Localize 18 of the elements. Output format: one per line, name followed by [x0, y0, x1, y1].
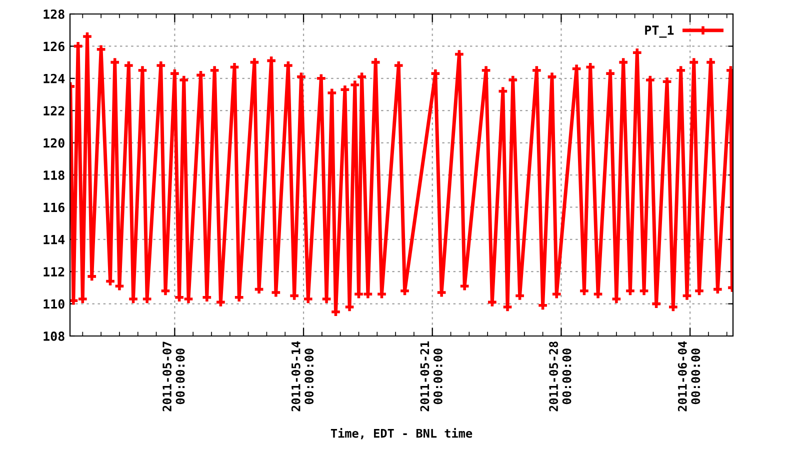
y-tick-label: 124: [44, 74, 65, 84]
x-tick-label: 2011-05-07 00:00:00: [162, 342, 185, 412]
y-tick-label: 110: [44, 299, 64, 309]
y-tick-label: 112: [44, 267, 64, 276]
y-tick-label: 108: [44, 331, 64, 341]
y-tick-label: 120: [44, 138, 64, 148]
y-tick-label: 128: [44, 9, 64, 19]
x-tick-label: 2011-05-21 00:00:00: [420, 341, 442, 412]
x-tick-label: 2011-06-04 00:00:00: [678, 341, 700, 412]
y-tick-label: 122: [44, 106, 64, 116]
y-tick-label: 126: [44, 42, 64, 52]
x-axis-title: Time, EDT - BNL time: [330, 428, 472, 440]
y-tick-label: 114: [44, 235, 65, 244]
x-tick-label: 2011-05-14 00:00:00: [291, 341, 314, 412]
x-tick-label: 2011-05-28 00:00:00: [549, 342, 572, 412]
legend-label: PT_1: [645, 26, 674, 38]
y-tick-label: 116: [44, 202, 64, 212]
y-tick-label: 118: [44, 170, 64, 180]
